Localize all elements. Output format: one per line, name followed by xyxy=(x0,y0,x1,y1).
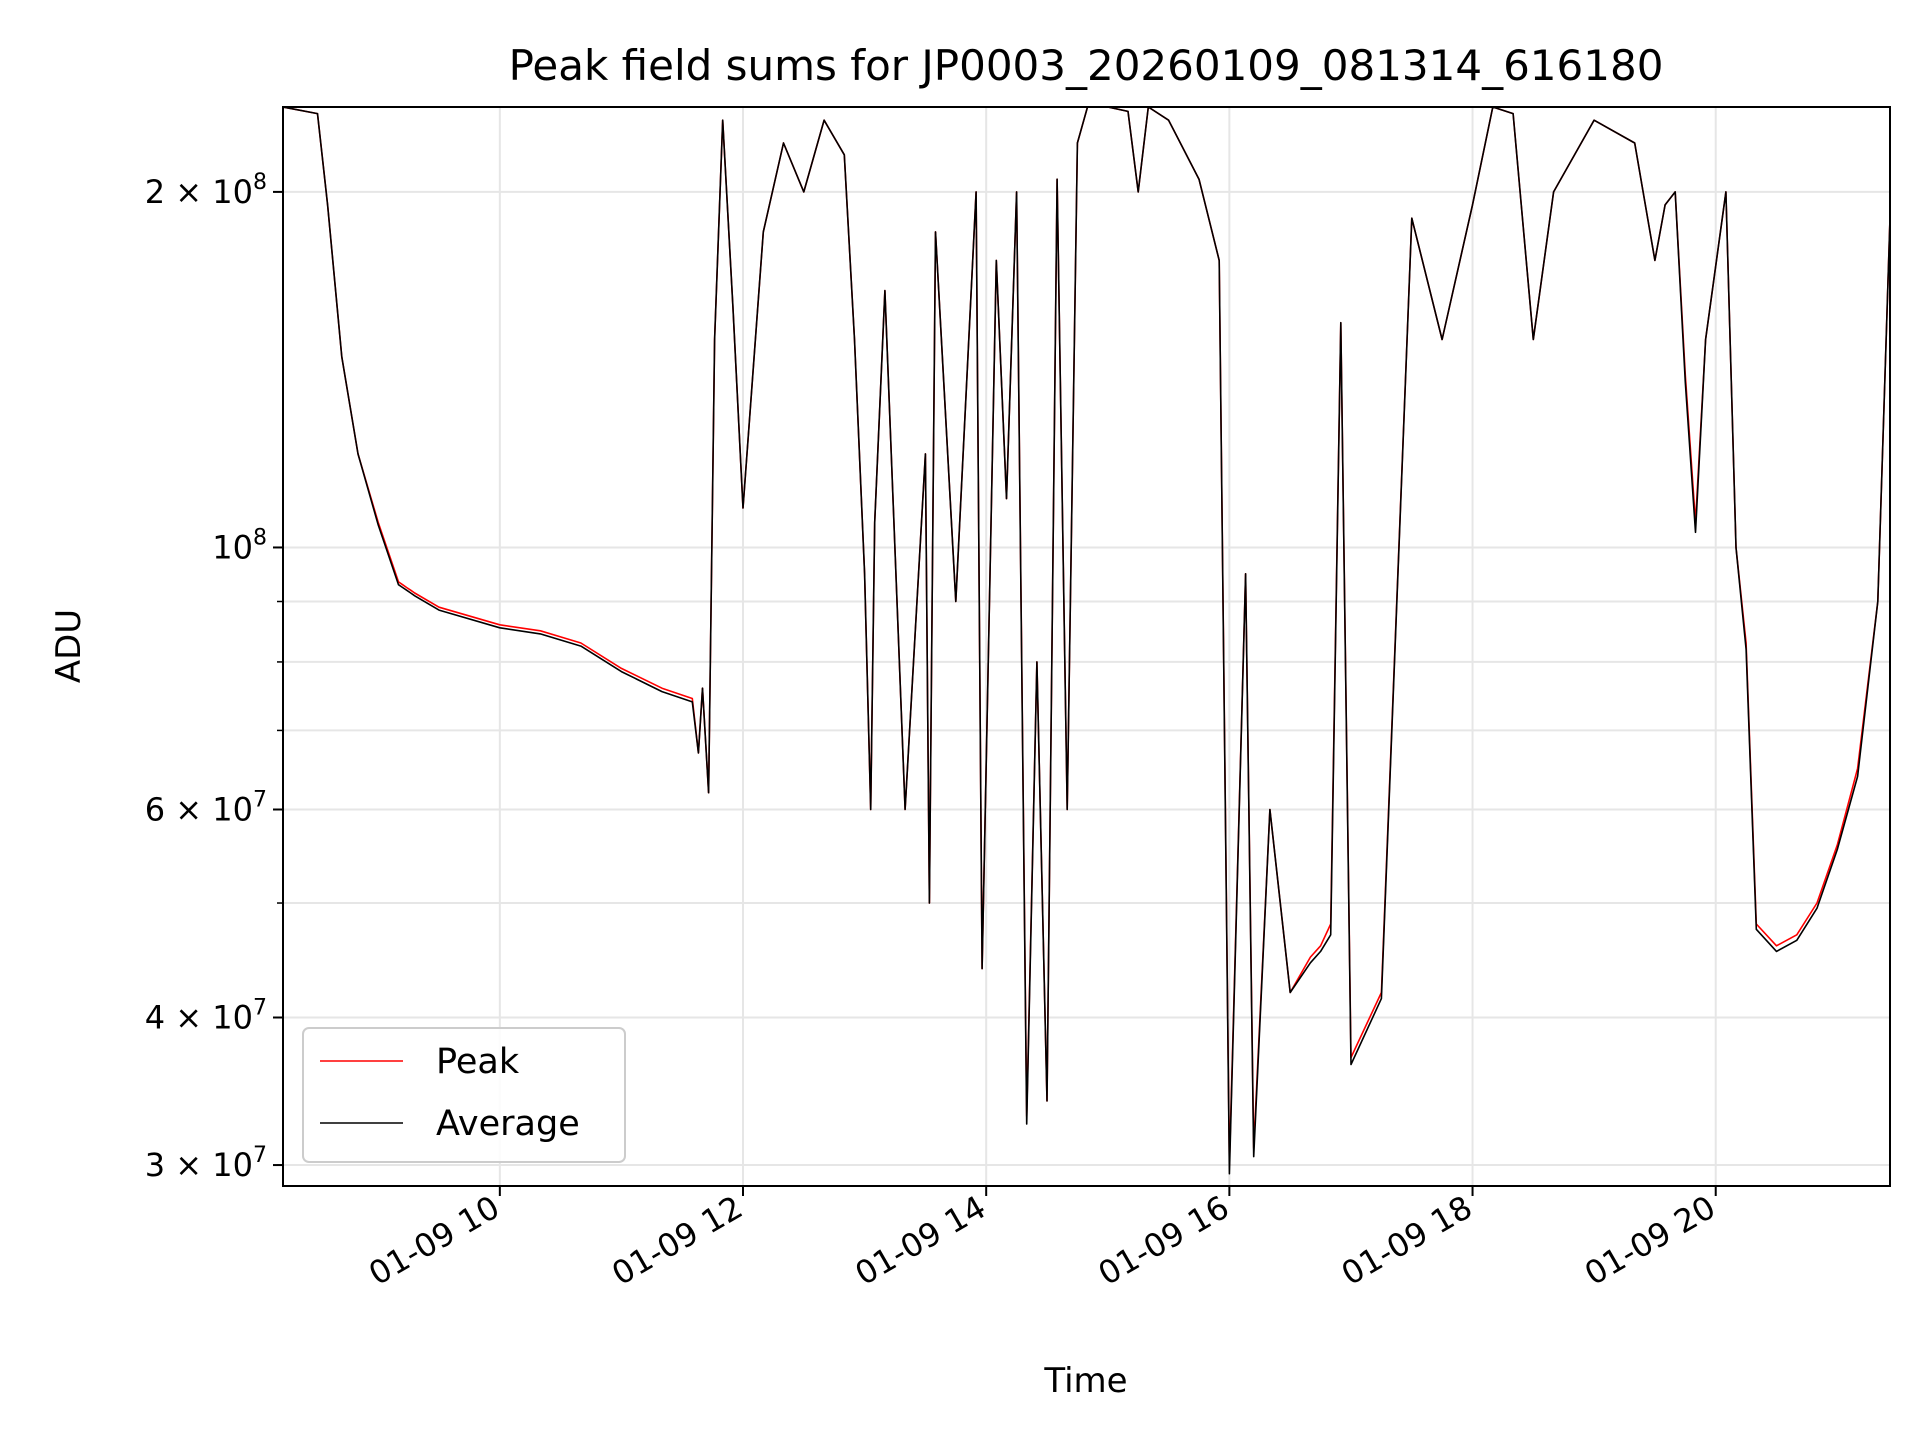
grid xyxy=(283,107,1890,1186)
y-tick-label: 108 xyxy=(212,525,267,566)
y-axis: 2 × 108 108 6 × 107 4 × 107 3 × 107 xyxy=(145,170,283,1184)
y-axis-title: ADU xyxy=(49,609,89,683)
legend: Peak Average xyxy=(302,1027,626,1163)
plot-frame xyxy=(282,106,1891,1187)
x-axis-title: Time xyxy=(1043,1361,1127,1401)
y-tick-label: 6 × 107 xyxy=(145,787,267,828)
series-line-average xyxy=(283,107,1890,1175)
legend-label-average: Average xyxy=(436,1104,580,1144)
series-layer xyxy=(283,107,1890,1175)
y-tick-label: 4 × 107 xyxy=(145,995,267,1036)
chart-title: Peak field sums for JP0003_20260109_0813… xyxy=(509,41,1664,90)
legend-label-peak: Peak xyxy=(436,1042,520,1082)
y-tick-label: 2 × 108 xyxy=(145,170,267,211)
y-tick-label: 3 × 107 xyxy=(145,1143,267,1184)
